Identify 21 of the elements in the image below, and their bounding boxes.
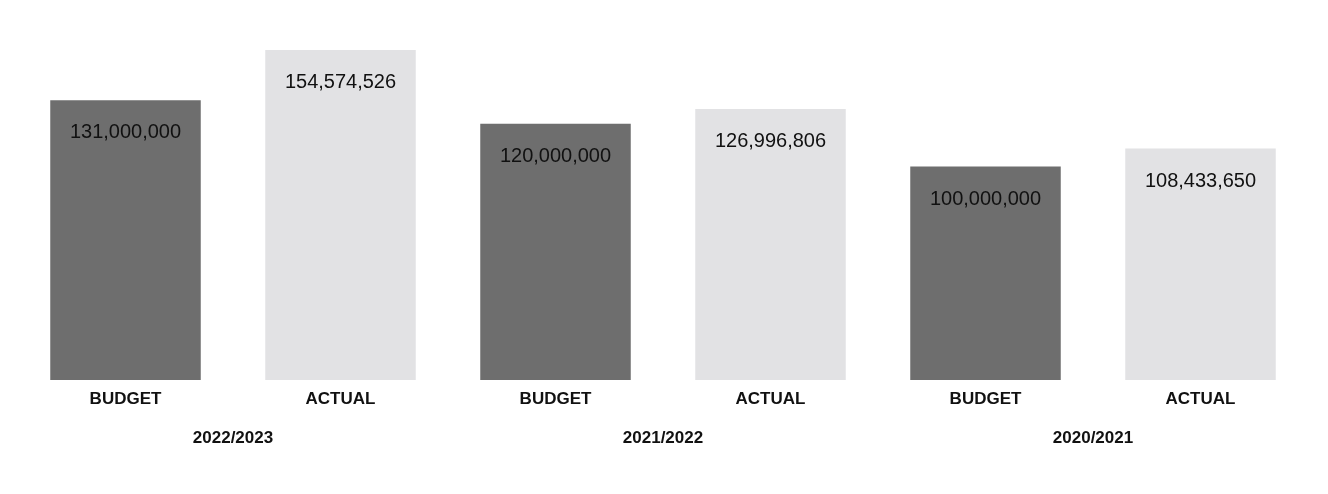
data-label: 108,433,650 xyxy=(1144,168,1257,191)
bar xyxy=(1125,148,1276,380)
x-tick-label: ACTUAL xyxy=(735,388,806,408)
data-label: 100,000,000 xyxy=(929,186,1042,209)
x-tick-label: BUDGET xyxy=(949,388,1022,408)
bar xyxy=(480,123,631,380)
x-tick-label: ACTUAL xyxy=(305,388,376,408)
data-label: 131,000,000 xyxy=(69,120,182,143)
text: 2020/2021 xyxy=(1052,428,1134,447)
bar xyxy=(910,166,1061,380)
x-tick-label: BUDGET xyxy=(519,388,592,408)
data-label: 120,000,000 xyxy=(499,143,612,166)
data-label: 154,574,526 xyxy=(284,70,397,92)
bar xyxy=(50,100,201,380)
bar xyxy=(265,50,416,380)
x-tick-label: BUDGET xyxy=(89,388,162,408)
text: 2021/2022 xyxy=(622,428,704,447)
data-label: 126,996,806 xyxy=(714,128,827,151)
bar xyxy=(695,108,846,380)
text: 2022/2023 xyxy=(192,428,274,447)
x-tick-label: ACTUAL xyxy=(1165,388,1236,408)
